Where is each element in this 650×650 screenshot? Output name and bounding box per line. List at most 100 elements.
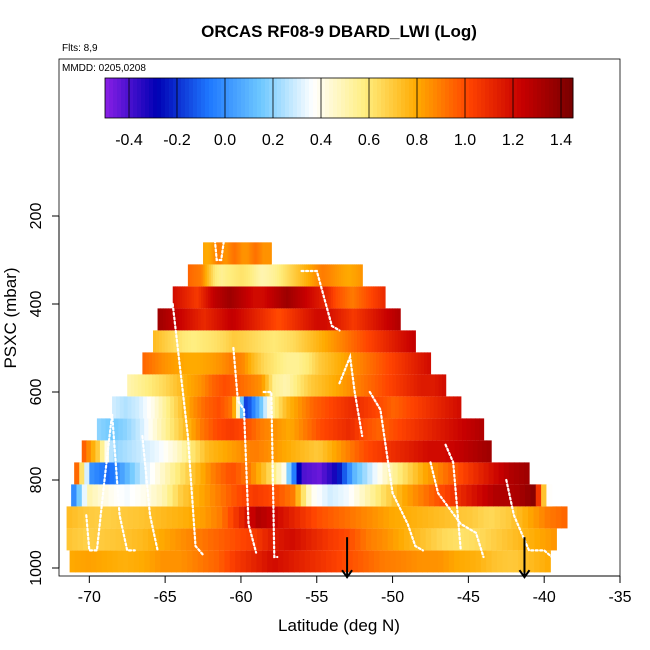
heatmap-cell <box>514 484 521 507</box>
heatmap-cell <box>218 242 220 265</box>
heatmap-cell <box>331 462 338 485</box>
heatmap-cell <box>350 506 357 529</box>
heatmap-cell <box>305 308 310 331</box>
heatmap-cell <box>268 242 270 265</box>
heatmap-cell <box>296 352 300 375</box>
heatmap-cell <box>183 484 190 507</box>
heatmap-cell <box>363 352 368 375</box>
heatmap-cell <box>401 418 407 441</box>
heatmap-cell <box>357 330 361 353</box>
heatmap-cell <box>175 286 179 309</box>
heatmap-cell <box>181 550 188 573</box>
heatmap-cell <box>206 352 211 375</box>
heatmap-cell <box>168 352 172 375</box>
heatmap-cell <box>369 352 374 375</box>
y-tick-label: 800 <box>28 467 45 494</box>
heatmap-cell <box>231 484 238 507</box>
heatmap-cell <box>345 440 351 463</box>
colorbar-cell <box>213 78 218 118</box>
heatmap-cell <box>321 462 328 485</box>
x-tick-label: -40 <box>533 589 556 606</box>
heatmap-cell <box>393 418 399 441</box>
heatmap-cell <box>383 396 388 419</box>
heatmap-cell <box>176 308 180 331</box>
heatmap-cell <box>257 330 262 353</box>
heatmap-cell <box>222 330 227 353</box>
heatmap-cell <box>113 440 119 463</box>
heatmap-cell <box>144 374 150 397</box>
heatmap-cell <box>327 506 335 529</box>
colorbar-cell <box>533 78 538 118</box>
heatmap-cell <box>231 330 236 353</box>
heatmap-cell <box>230 264 234 287</box>
heatmap-cell <box>236 396 241 419</box>
heatmap-cell <box>491 528 498 551</box>
heatmap-cell <box>160 308 164 331</box>
heatmap-cell <box>331 550 338 573</box>
colorbar-cell <box>565 78 570 118</box>
heatmap-cell <box>398 396 404 419</box>
x-tick-label: -50 <box>381 589 404 606</box>
heatmap-cell <box>464 550 471 573</box>
heatmap-cell <box>288 506 296 529</box>
heatmap-cell <box>171 308 175 331</box>
heatmap-cell <box>427 440 433 463</box>
heatmap-cell <box>333 418 339 441</box>
heatmap-cell <box>427 506 435 529</box>
heatmap-cell <box>259 264 263 287</box>
colorbar-cell <box>469 78 474 118</box>
heatmap-cell <box>459 550 466 573</box>
heatmap-cell <box>238 308 242 331</box>
heatmap-cell <box>94 506 101 529</box>
heatmap-cell <box>77 506 84 529</box>
heatmap-cell <box>290 418 296 441</box>
heatmap-cell <box>200 418 205 441</box>
heatmap-cell <box>155 506 162 529</box>
heatmap-cell <box>375 396 381 419</box>
heatmap-cell <box>561 506 568 529</box>
colorbar-cell <box>409 78 414 118</box>
heatmap-cell <box>208 308 213 331</box>
heatmap-cell <box>155 550 161 573</box>
heatmap-cell <box>199 484 206 507</box>
heatmap-cell <box>267 528 274 551</box>
heatmap-cell <box>270 308 275 331</box>
heatmap-cell <box>207 264 210 287</box>
heatmap-cell <box>127 374 132 397</box>
heatmap-cell <box>414 396 419 419</box>
heatmap-cell <box>266 462 272 485</box>
heatmap-cell <box>225 242 227 265</box>
heatmap-cell <box>257 352 262 375</box>
heatmap-cell <box>342 264 346 287</box>
heatmap-cell <box>251 396 257 419</box>
heatmap-cell <box>246 242 248 265</box>
heatmap-cell <box>444 484 451 507</box>
heatmap-cell <box>86 440 92 463</box>
heatmap-cell <box>324 308 328 331</box>
flight-track-segment <box>212 225 227 262</box>
heatmap-cell <box>400 440 406 463</box>
heatmap-cell <box>158 396 164 419</box>
heatmap-cell <box>280 352 284 375</box>
heatmap-cell <box>281 286 285 309</box>
heatmap-cell <box>203 286 207 309</box>
colorbar-cell <box>553 78 558 118</box>
heatmap-cell <box>280 264 284 287</box>
heatmap-cell <box>218 264 222 287</box>
heatmap-cell <box>148 352 153 375</box>
heatmap-cell <box>226 374 231 397</box>
colorbar-cell <box>521 78 526 118</box>
heatmap-cell <box>382 528 389 551</box>
colorbar-cell <box>169 78 174 118</box>
heatmap-cell <box>249 264 253 287</box>
heatmap-cell <box>208 418 214 441</box>
heatmap-cell <box>243 374 249 397</box>
heatmap-cell <box>341 550 348 573</box>
heatmap-cell <box>127 440 133 463</box>
heatmap-cell <box>244 264 247 287</box>
colorbar-cell <box>333 78 338 118</box>
heatmap-cell <box>435 374 440 397</box>
heatmap-cell <box>357 308 361 331</box>
heatmap-cell <box>229 528 236 551</box>
colorbar-cell <box>481 78 486 118</box>
